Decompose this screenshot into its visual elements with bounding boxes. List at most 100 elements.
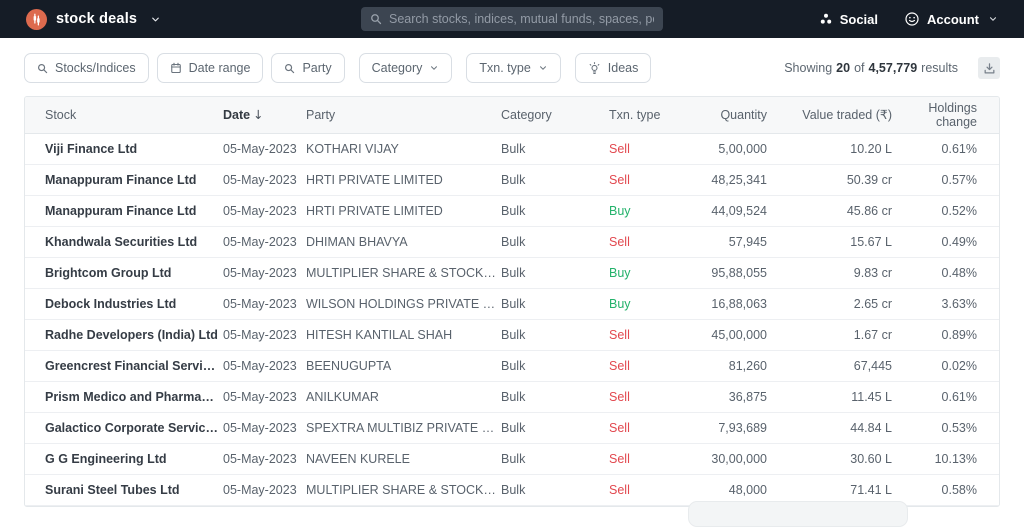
table-row[interactable]: Greencrest Financial Services Ltd 05-May… (25, 350, 999, 382)
header-category[interactable]: Category (501, 97, 609, 134)
table-row[interactable]: Viji Finance Ltd 05-May-2023 KOTHARI VIJ… (25, 133, 999, 165)
filter-txn-type-select[interactable]: Txn. type (466, 53, 561, 83)
download-button[interactable] (978, 57, 1000, 79)
header-quantity[interactable]: Quantity (681, 97, 771, 134)
filter-category-select[interactable]: Category (358, 53, 453, 83)
filter-date-range[interactable]: Date range (156, 53, 264, 83)
quantity-value: 95,88,055 (681, 257, 771, 289)
table-row[interactable]: Debock Industries Ltd 05-May-2023 WILSON… (25, 288, 999, 320)
quantity-value: 7,93,689 (681, 412, 771, 444)
deal-date: 05-May-2023 (223, 474, 306, 506)
txn-type-value: Sell (609, 381, 681, 413)
deal-date: 05-May-2023 (223, 164, 306, 196)
filter-stocks-indices[interactable]: Stocks/Indices (24, 53, 149, 83)
stock-name[interactable]: Brightcom Group Ltd (25, 257, 223, 289)
filter-party[interactable]: Party (271, 53, 345, 83)
header-stock[interactable]: Stock (25, 97, 223, 134)
holdings-change: 0.49% (896, 226, 999, 258)
quantity-value: 36,875 (681, 381, 771, 413)
social-icon (819, 12, 833, 26)
stock-name[interactable]: Debock Industries Ltd (25, 288, 223, 320)
results-total: 4,57,779 (868, 61, 918, 75)
social-link[interactable]: Social (819, 12, 878, 27)
deal-category: Bulk (501, 474, 609, 506)
value-traded: 2.65 cr (771, 288, 896, 320)
filter-bar: Stocks/Indices Date range Party Category… (0, 38, 1024, 96)
deal-category: Bulk (501, 288, 609, 320)
txn-type-value: Sell (609, 443, 681, 475)
download-icon (983, 62, 996, 75)
table-row[interactable]: Radhe Developers (India) Ltd 05-May-2023… (25, 319, 999, 351)
stock-name[interactable]: Khandwala Securities Ltd (25, 226, 223, 258)
deal-category: Bulk (501, 195, 609, 227)
header-date[interactable]: Date ↓ (223, 97, 306, 134)
results-prefix: Showing (784, 61, 833, 75)
quantity-value: 16,88,063 (681, 288, 771, 320)
account-icon (904, 11, 920, 27)
global-search[interactable] (361, 7, 663, 31)
deal-category: Bulk (501, 412, 609, 444)
deal-date: 05-May-2023 (223, 133, 306, 165)
txn-type-value: Sell (609, 412, 681, 444)
page-title: stock deals (56, 11, 138, 27)
search-input[interactable] (389, 12, 654, 26)
stock-name[interactable]: Manappuram Finance Ltd (25, 164, 223, 196)
holdings-change: 3.63% (896, 288, 999, 320)
party-name: HRTI PRIVATE LIMITED (306, 164, 501, 196)
table-row[interactable]: G G Engineering Ltd 05-May-2023 NAVEEN K… (25, 443, 999, 475)
value-traded: 44.84 L (771, 412, 896, 444)
stock-name[interactable]: Surani Steel Tubes Ltd (25, 474, 223, 506)
stock-name[interactable]: Prism Medico and Pharmacy Ltd (25, 381, 223, 413)
holdings-change: 0.58% (896, 474, 999, 506)
stock-name[interactable]: Viji Finance Ltd (25, 133, 223, 165)
stock-name[interactable]: Greencrest Financial Services Ltd (25, 350, 223, 382)
table-row[interactable]: Surani Steel Tubes Ltd 05-May-2023 MULTI… (25, 474, 999, 506)
results-of: of (854, 61, 865, 75)
search-icon (284, 63, 295, 74)
table-row[interactable]: Khandwala Securities Ltd 05-May-2023 DHI… (25, 226, 999, 258)
header-txn-type[interactable]: Txn. type (609, 97, 681, 134)
stock-name[interactable]: Manappuram Finance Ltd (25, 195, 223, 227)
quantity-value: 30,00,000 (681, 443, 771, 475)
header-holdings-change[interactable]: Holdings change (896, 97, 999, 134)
header-party[interactable]: Party (306, 97, 501, 134)
ideas-button[interactable]: Ideas (574, 53, 652, 83)
deal-date: 05-May-2023 (223, 412, 306, 444)
results-count: 20 (836, 61, 851, 75)
holdings-change: 0.02% (896, 350, 999, 382)
table-row[interactable]: Manappuram Finance Ltd 05-May-2023 HRTI … (25, 164, 999, 196)
party-name: MULTIPLIER SHARE & STOCK ADVI... (306, 474, 501, 506)
table-row[interactable]: Manappuram Finance Ltd 05-May-2023 HRTI … (25, 195, 999, 227)
brand-menu[interactable]: stock deals (26, 8, 161, 30)
table-row[interactable]: Brightcom Group Ltd 05-May-2023 MULTIPLI… (25, 257, 999, 289)
deal-category: Bulk (501, 319, 609, 351)
top-navbar: stock deals Social Ac (0, 0, 1024, 38)
stock-name[interactable]: Radhe Developers (India) Ltd (25, 319, 223, 351)
quantity-value: 45,00,000 (681, 319, 771, 351)
holdings-change: 0.61% (896, 381, 999, 413)
table-row[interactable]: Prism Medico and Pharmacy Ltd 05-May-202… (25, 381, 999, 413)
value-traded: 67,445 (771, 350, 896, 382)
account-menu[interactable]: Account (904, 11, 998, 27)
deal-date: 05-May-2023 (223, 195, 306, 227)
quantity-value: 44,09,524 (681, 195, 771, 227)
stock-name[interactable]: G G Engineering Ltd (25, 443, 223, 475)
value-traded: 10.20 L (771, 133, 896, 165)
txn-type-value: Buy (609, 195, 681, 227)
select-value: Category (371, 61, 423, 75)
txn-type-value: Buy (609, 288, 681, 320)
txn-type-value: Sell (609, 350, 681, 382)
stock-name[interactable]: Galactico Corporate Services Ltd (25, 412, 223, 444)
deal-date: 05-May-2023 (223, 226, 306, 258)
sort-desc-icon: ↓ (253, 106, 264, 122)
party-name: WILSON HOLDINGS PRIVATE LIMIT... (306, 288, 501, 320)
deal-date: 05-May-2023 (223, 381, 306, 413)
bottom-overlay-peek (688, 501, 908, 527)
header-value-traded[interactable]: Value traded (₹) (771, 97, 896, 134)
holdings-change: 10.13% (896, 443, 999, 475)
filter-label: Party (302, 61, 332, 75)
deal-date: 05-May-2023 (223, 443, 306, 475)
table-row[interactable]: Galactico Corporate Services Ltd 05-May-… (25, 412, 999, 444)
deals-table: Stock Date ↓ Party Category Txn. type Qua… (25, 97, 999, 506)
value-traded: 1.67 cr (771, 319, 896, 351)
